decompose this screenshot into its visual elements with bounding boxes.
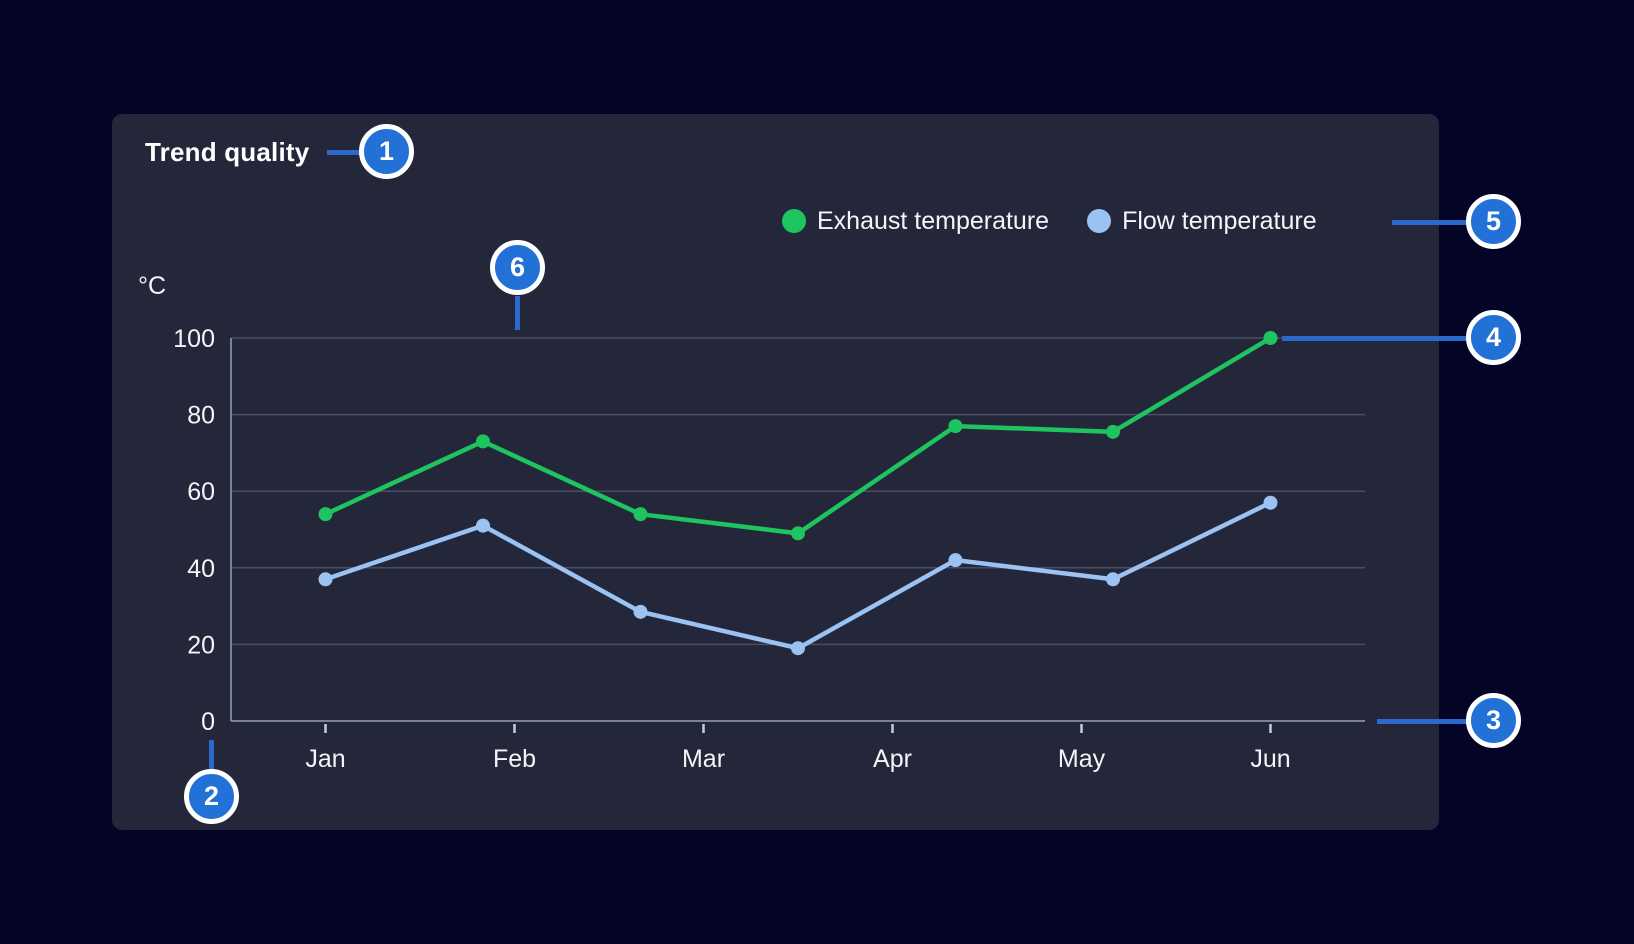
legend-marker-icon	[1087, 209, 1112, 233]
svg-text:0: 0	[201, 708, 215, 736]
callout-1-chart-title-marker: 1	[359, 124, 414, 179]
callout-3-connector	[1377, 719, 1467, 724]
chart-title: Trend quality	[145, 137, 310, 167]
callout-3-x-axis-marker: 3	[1466, 693, 1521, 748]
callout-5-connector	[1392, 220, 1467, 225]
callout-6-gridline-marker: 6	[490, 240, 545, 295]
svg-text:Mar: Mar	[682, 745, 725, 773]
callout-1-connector	[327, 150, 360, 155]
svg-text:60: 60	[187, 478, 215, 506]
legend-label-exhaust-temperature: Exhaust temperature	[817, 206, 1050, 235]
callout-6-connector	[515, 296, 520, 330]
svg-text:°C: °C	[138, 272, 166, 300]
svg-text:Jan: Jan	[305, 745, 345, 773]
trend-chart-card: Trend quality Exhaust temperature Flow t…	[112, 114, 1439, 830]
trend-line-chart[interactable]: 0 20 40 60 80 100°C Jan Feb Mar Apr May Jun	[112, 114, 1439, 830]
legend-marker-icon	[782, 209, 806, 233]
svg-text:80: 80	[187, 402, 215, 430]
callout-4-connector	[1282, 336, 1467, 341]
legend-label-flow-temperature: Flow temperature	[1122, 206, 1317, 235]
svg-text:Jun: Jun	[1250, 745, 1290, 773]
svg-text:40: 40	[187, 555, 215, 583]
svg-text:Apr: Apr	[873, 745, 912, 773]
callout-2-y-axis-marker: 2	[184, 769, 239, 824]
chart-legend: Exhaust temperature Flow temperature	[782, 199, 1317, 243]
svg-text:20: 20	[187, 631, 215, 659]
svg-text:100: 100	[173, 325, 215, 353]
callout-5-legend-marker: 5	[1466, 194, 1521, 249]
legend-item-exhaust-temperature[interactable]: Exhaust temperature	[782, 207, 1049, 236]
legend-item-flow-temperature[interactable]: Flow temperature	[1087, 207, 1317, 236]
callout-4-data-line-marker: 4	[1466, 310, 1521, 365]
callout-2-connector	[209, 740, 214, 770]
svg-text:May: May	[1058, 745, 1106, 773]
svg-text:Feb: Feb	[493, 745, 536, 773]
